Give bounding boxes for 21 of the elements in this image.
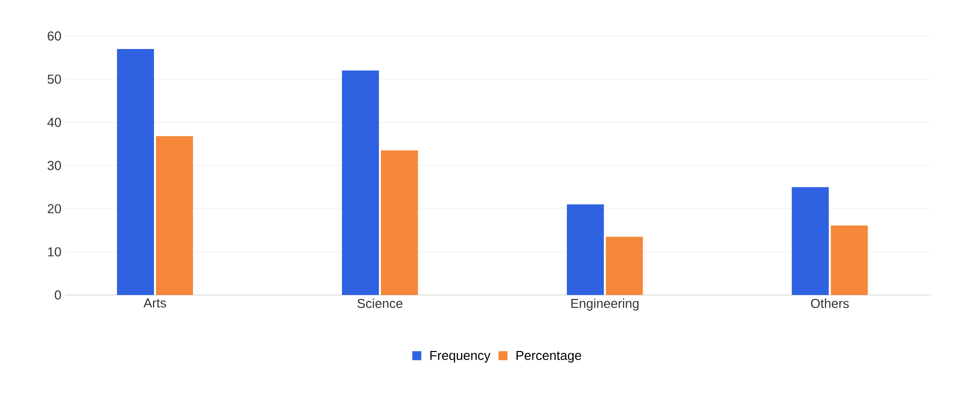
bar <box>830 226 868 295</box>
bar <box>342 70 379 295</box>
x-tick-label: Arts <box>144 298 166 308</box>
y-tick-label: 0 <box>54 290 61 300</box>
legend-label: Frequency <box>430 350 490 363</box>
y-tick-label: 50 <box>48 74 61 84</box>
bar <box>566 204 604 295</box>
bar <box>156 136 193 295</box>
bar <box>606 236 643 295</box>
y-tick-label: 10 <box>48 247 61 256</box>
y-tick-label: 20 <box>48 204 61 214</box>
x-tick-label: Engineering <box>571 298 639 311</box>
legend-label: Percentage <box>516 350 582 363</box>
y-tick-label: 40 <box>47 118 61 127</box>
y-tick-label: 30 <box>48 160 61 170</box>
bar <box>380 150 418 295</box>
x-tick-label: Science <box>357 298 402 308</box>
bar <box>116 48 154 295</box>
y-tick-label: 60 <box>48 31 61 41</box>
x-tick-label: Others <box>810 298 849 308</box>
bar <box>792 187 829 295</box>
